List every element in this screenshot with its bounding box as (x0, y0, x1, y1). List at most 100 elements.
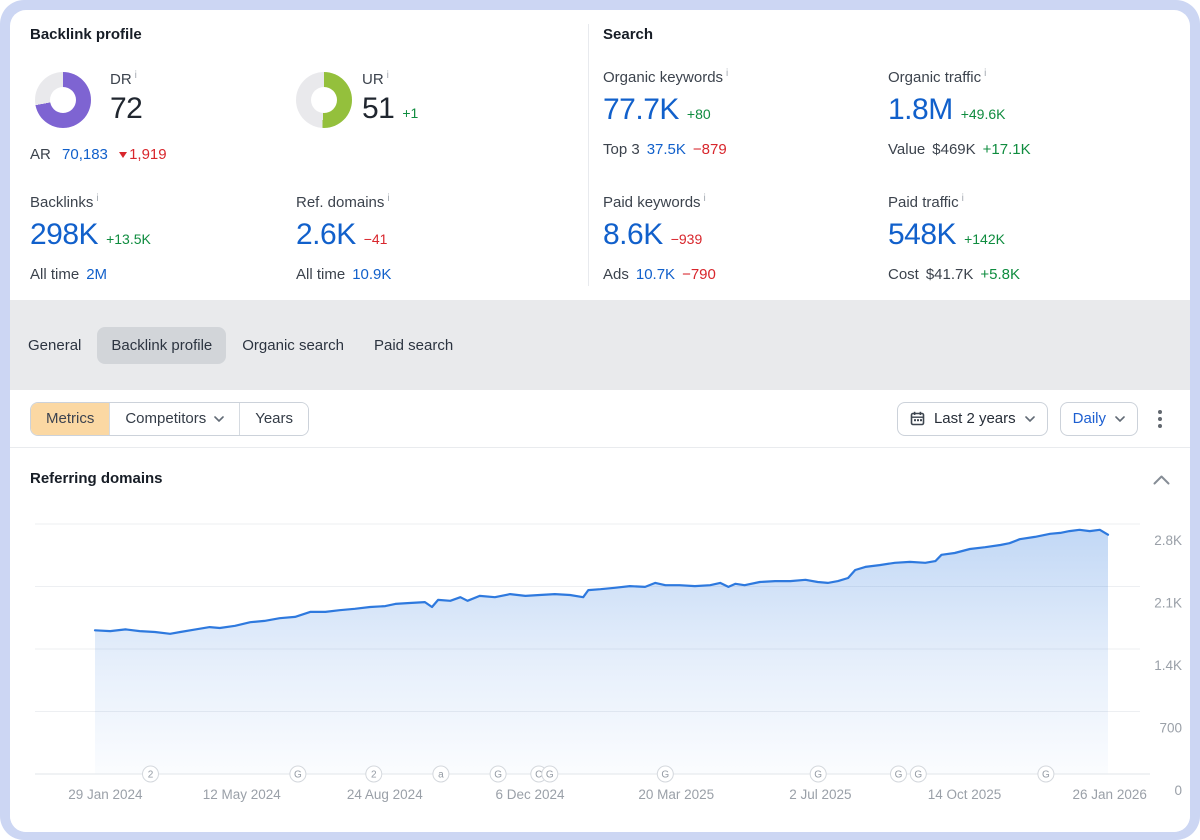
svg-text:20 Mar 2025: 20 Mar 2025 (638, 787, 714, 802)
ref-domains-metric: Ref. domains i 2.6K −41 All time 10.9K (296, 193, 391, 283)
paid-keywords-metric: Paid keywords i 8.6K −939 Ads 10.7K −790 (603, 193, 716, 283)
svg-text:26 Jan 2026: 26 Jan 2026 (1073, 787, 1147, 802)
competitors-segment-button[interactable]: Competitors (109, 402, 240, 435)
sub-delta: +17.1K (982, 141, 1031, 158)
svg-text:2 Jul 2025: 2 Jul 2025 (789, 787, 851, 802)
alltime-link[interactable]: 2M (86, 266, 108, 283)
alltime-label: All time (296, 266, 346, 283)
metrics-segment-button[interactable]: Metrics (31, 402, 110, 435)
svg-text:2: 2 (371, 770, 377, 781)
ar-label: AR (30, 146, 51, 163)
panel-divider (588, 24, 589, 286)
chevron-down-icon (1115, 415, 1125, 422)
svg-text:700: 700 (1159, 721, 1182, 736)
info-icon[interactable]: i (984, 68, 987, 79)
alltime-row: All time 10.9K (296, 266, 391, 283)
tab-backlink-profile[interactable]: Backlink profile (97, 326, 227, 364)
backlink-profile-title: Backlink profile (30, 26, 142, 43)
svg-text:1.4K: 1.4K (1154, 658, 1182, 673)
metric-subrow: Top 3 37.5K −879 (603, 141, 728, 158)
metric-value: 298K (30, 218, 99, 251)
svg-text:G: G (494, 770, 502, 781)
paid-traffic-metric: Paid traffic i 548K +142K Cost $41.7K +5.8K (888, 193, 1020, 283)
metric-label: Paid keywords i (603, 193, 706, 211)
svg-text:2: 2 (148, 770, 154, 781)
ar-value-link[interactable]: 70,183 (62, 146, 108, 163)
sub-value: $41.7K (925, 266, 974, 283)
ur-delta: +1 (402, 105, 419, 121)
info-icon[interactable]: i (387, 193, 390, 204)
stats-section: Backlink profile Search DR i 72 AR 70,183… (10, 10, 1190, 300)
ur-value: 51 (362, 92, 395, 125)
sub-label: Value (888, 141, 926, 158)
metric-delta: +142K (964, 231, 1005, 247)
svg-text:G: G (294, 770, 302, 781)
metric-value: 77.7K (603, 93, 679, 126)
metric-value: 548K (888, 218, 957, 251)
sub-value: $469K (932, 141, 976, 158)
tabs-bar: General Backlink profile Organic search … (10, 300, 1190, 390)
ar-row: AR 70,183 1,919 (30, 146, 167, 163)
metric-label: Paid traffic i (888, 193, 964, 211)
sub-delta: +5.8K (980, 266, 1021, 283)
svg-text:6 Dec 2024: 6 Dec 2024 (495, 787, 565, 802)
svg-text:29 Jan 2024: 29 Jan 2024 (68, 787, 143, 802)
metric-value: 8.6K (603, 218, 663, 251)
metric-subrow: Cost $41.7K +5.8K (888, 266, 1020, 283)
metric-delta: −41 (363, 231, 388, 247)
ur-metric: UR i 51 +1 (362, 70, 418, 128)
decrease-triangle-icon (119, 152, 128, 158)
info-icon[interactable]: i (386, 70, 389, 81)
sub-value-link[interactable]: 37.5K (646, 141, 686, 158)
info-icon[interactable]: i (134, 70, 137, 81)
tab-general[interactable]: General (28, 336, 82, 354)
svg-text:G: G (546, 770, 554, 781)
search-title: Search (603, 26, 654, 43)
date-range-button[interactable]: Last 2 years (896, 401, 1048, 436)
info-icon[interactable]: i (961, 193, 964, 204)
svg-text:G: G (1042, 770, 1050, 781)
referring-domains-panel: 2.8K 2.1K 1.4K 700 0 2 G 2 a G C G G G G G G 29 Jan 2024 1… (10, 448, 1190, 832)
metric-delta: −939 (670, 231, 703, 247)
sub-value-link[interactable]: 10.7K (635, 266, 676, 283)
info-icon[interactable]: i (726, 68, 729, 79)
toolbar: Metrics Competitors Years Last 2 (10, 390, 1190, 448)
organic-traffic-metric: Organic traffic i 1.8M +49.6K Value $469K +1… (888, 68, 1031, 158)
alltime-link[interactable]: 10.9K (352, 266, 392, 283)
metric-subrow: Ads 10.7K −790 (603, 266, 716, 283)
svg-text:G: G (814, 770, 822, 781)
metric-delta: +80 (686, 106, 711, 122)
svg-text:24 Aug 2024: 24 Aug 2024 (347, 787, 423, 802)
tab-paid-search[interactable]: Paid search (373, 336, 454, 354)
years-segment-button[interactable]: Years (239, 402, 309, 435)
tab-organic-search[interactable]: Organic search (242, 336, 344, 354)
metric-subrow: Value $469K +17.1K (888, 141, 1031, 158)
sub-label: Top 3 (603, 141, 640, 158)
ur-donut-chart (296, 72, 352, 128)
metric-value: 1.8M (888, 93, 953, 126)
calendar-icon (910, 411, 925, 426)
dr-label: DR i (110, 70, 137, 88)
metric-label: Organic keywords i (603, 68, 729, 86)
chevron-up-icon[interactable] (1153, 472, 1170, 490)
sub-delta: −879 (692, 141, 727, 158)
metric-label: Backlinks i (30, 193, 99, 211)
granularity-button[interactable]: Daily (1059, 401, 1138, 436)
metric-delta: +13.5K (106, 231, 151, 247)
alltime-row: All time 2M (30, 266, 151, 283)
kebab-menu-button[interactable] (1150, 404, 1170, 434)
metric-value: 2.6K (296, 218, 356, 251)
metric-delta: +49.6K (960, 106, 1006, 122)
backlinks-metric: Backlinks i 298K +13.5K All time 2M (30, 193, 151, 283)
main-card: Backlink profile Search DR i 72 AR 70,183… (10, 10, 1190, 832)
chevron-down-icon (1024, 415, 1035, 422)
organic-keywords-metric: Organic keywords i 77.7K +80 Top 3 37.5K −87… (603, 68, 728, 158)
alltime-label: All time (30, 266, 80, 283)
info-icon[interactable]: i (96, 193, 99, 204)
metric-label: Ref. domains i (296, 193, 390, 211)
svg-text:a: a (438, 770, 444, 781)
sub-label: Ads (603, 266, 629, 283)
info-icon[interactable]: i (703, 193, 706, 204)
